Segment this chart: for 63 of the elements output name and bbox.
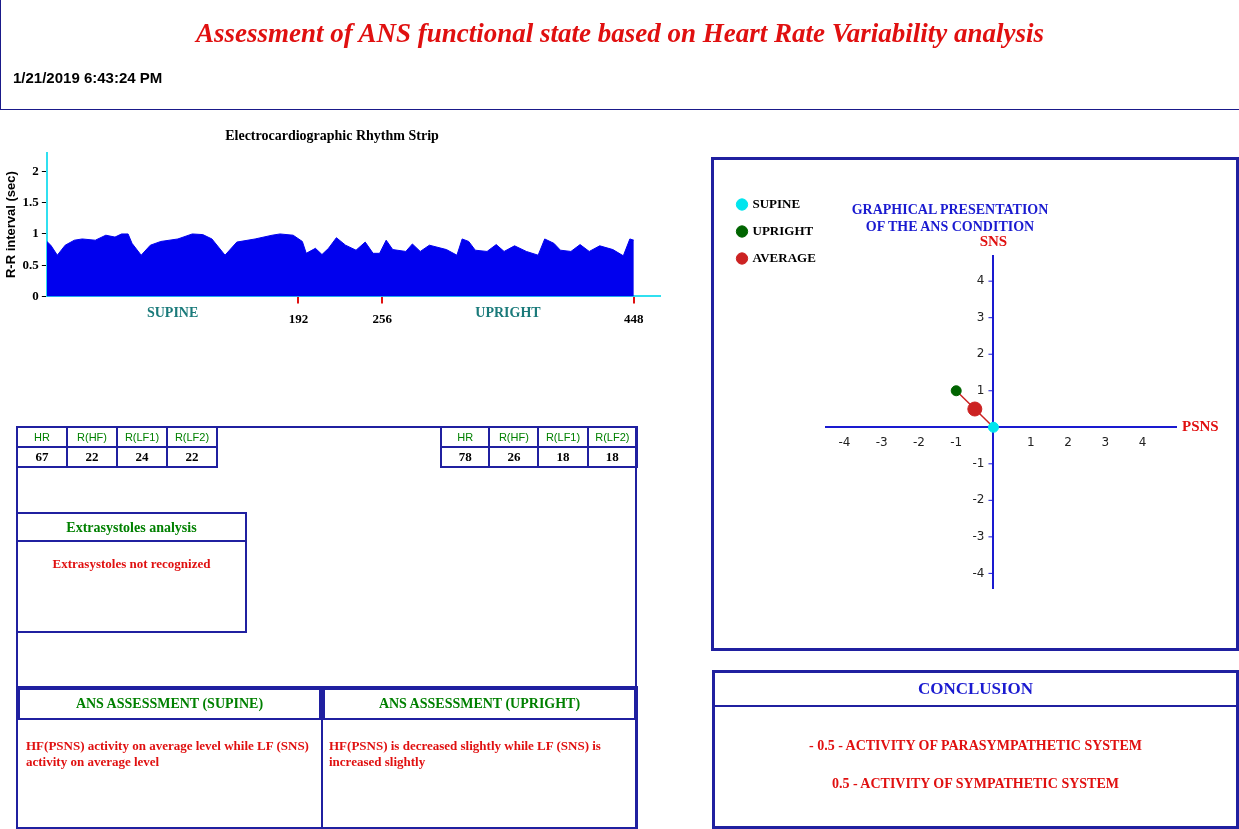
legend-label: AVERAGE bbox=[752, 249, 816, 265]
category-label: R(LF2) bbox=[167, 427, 217, 447]
data-label: 78 bbox=[441, 447, 490, 467]
text: Assessment of ANS functional state based on Heart Rate Variability analysis bbox=[193, 18, 1046, 49]
data-label: 22 bbox=[67, 447, 117, 467]
x-tick-label: 2 bbox=[1064, 434, 1072, 449]
y-tick-label: 2 bbox=[32, 162, 39, 178]
x-tick-label: -3 bbox=[875, 434, 888, 449]
legend-label: SUPINE bbox=[752, 195, 801, 211]
x-tick-label: 4 bbox=[1138, 434, 1147, 449]
data-label: 67 bbox=[17, 447, 67, 467]
category-label: HR bbox=[17, 427, 67, 447]
category-label: HR bbox=[441, 427, 490, 447]
y-tick-label: 0.5 bbox=[22, 256, 40, 272]
x-axis-title: PSNS bbox=[1182, 418, 1219, 435]
chart-title: Electrocardiographic Rhythm Strip bbox=[225, 128, 440, 144]
category-label: R(LF1) bbox=[117, 427, 167, 447]
x-tick-label: 3 bbox=[1101, 434, 1110, 449]
y-tick-label: -4 bbox=[972, 565, 985, 580]
data-label: 22 bbox=[167, 447, 217, 467]
text: 0.5 - ACTIVITY OF SYMPATHETIC SYSTEM bbox=[830, 775, 1120, 793]
y-tick-label: -1 bbox=[972, 455, 985, 470]
text: HF(PSNS) activity on average level while LF (SNS) activity on average level bbox=[26, 738, 310, 770]
data-label: 18 bbox=[587, 447, 637, 467]
x-tick-label: -4 bbox=[838, 434, 851, 449]
y-tick-label: 4 bbox=[976, 273, 985, 288]
x-tick-label: -1 bbox=[950, 434, 963, 449]
y-tick-label: 1.5 bbox=[22, 194, 40, 210]
y-tick-label: 1 bbox=[32, 225, 39, 241]
y-axis-title: R-R interval (sec) bbox=[3, 171, 19, 279]
point bbox=[950, 385, 962, 397]
data-label: 24 bbox=[117, 447, 167, 467]
annotation: SUPINE bbox=[146, 305, 199, 321]
text: 1/21/2019 6:43:24 PM bbox=[13, 69, 163, 86]
x-tick-label: 192 bbox=[288, 310, 309, 326]
data-label: 26 bbox=[489, 447, 539, 467]
y-tick-label: 0 bbox=[32, 287, 39, 303]
category-label: R(LF1) bbox=[538, 427, 588, 447]
legend-label: UPRIGHT bbox=[752, 222, 814, 238]
category-label: R(HF) bbox=[489, 427, 539, 447]
point bbox=[987, 421, 999, 433]
x-tick-label: -2 bbox=[912, 434, 925, 449]
text: ANS ASSESSMENT (UPRIGHT) bbox=[323, 688, 636, 720]
y-tick-label: -2 bbox=[972, 492, 985, 507]
annotation: UPRIGHT bbox=[475, 305, 542, 321]
x-tick-label: 1 bbox=[1026, 434, 1035, 449]
x-tick-label: 448 bbox=[624, 310, 645, 326]
point bbox=[967, 401, 983, 417]
text: CONCLUSION bbox=[715, 673, 1236, 707]
y-tick-label: -3 bbox=[972, 528, 985, 543]
x-tick-label: 256 bbox=[372, 310, 393, 326]
y-tick-label: 1 bbox=[976, 382, 985, 397]
text: HF(PSNS) is decreased slightly while LF (SNS) is increased slightly bbox=[329, 738, 602, 770]
text: ANS ASSESSMENT (SUPINE) bbox=[18, 688, 321, 720]
text: Extrasystoles not recognized bbox=[51, 556, 212, 572]
y-axis-title: SNS bbox=[979, 232, 1008, 249]
data-label: 18 bbox=[538, 447, 588, 467]
category-label: R(HF) bbox=[67, 427, 117, 447]
text: - 0.5 - ACTIVITY OF PARASYMPATHETIC SYSTEM bbox=[807, 737, 1143, 755]
y-tick-label: 2 bbox=[976, 346, 985, 361]
text: Extrasystoles analysis bbox=[18, 514, 245, 542]
category-label: R(LF2) bbox=[587, 427, 637, 447]
chart-title: GRAPHICAL PRESENTATION OF THE ANS CONDITION bbox=[851, 202, 1049, 234]
